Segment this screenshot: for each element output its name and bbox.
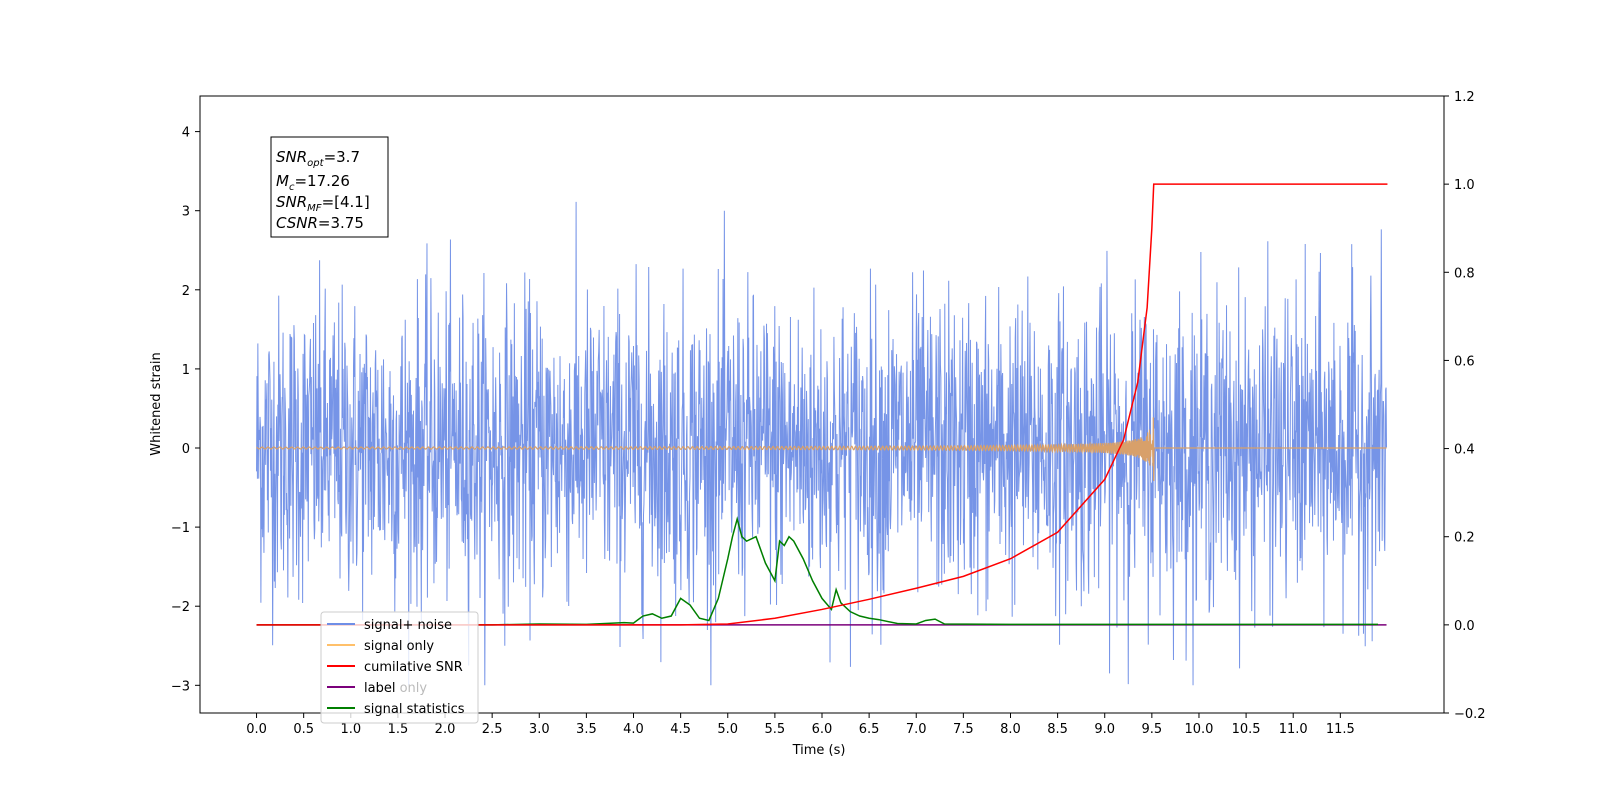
x-tick-label: 6.5 (859, 722, 880, 737)
y-tick-label: 3 (182, 205, 190, 220)
signal-statistics-line (256, 516, 1379, 626)
legend-label-label: label (364, 681, 395, 696)
x-tick-label: 10.5 (1232, 722, 1261, 737)
x-tick-label: 9.0 (1094, 722, 1115, 737)
y-axis-label: Whitened strain (149, 352, 164, 455)
x-tick-label: 0.0 (246, 722, 267, 737)
x-tick-label: 5.0 (717, 722, 738, 737)
y-tick-label: −2 (171, 600, 190, 615)
cumulative-snr-line (256, 183, 1388, 626)
y2-tick-label: 0.8 (1454, 266, 1475, 281)
x-tick-label: 7.0 (906, 722, 927, 737)
x-tick-label: 11.5 (1326, 722, 1355, 737)
y-tick-label: −3 (171, 679, 190, 694)
y2-tick-label: 1.0 (1454, 178, 1475, 193)
x-tick-label: 3.0 (529, 722, 550, 737)
signal-only-series (256, 417, 1387, 482)
annotation-snr-opt: SNRopt=3.7 (276, 148, 360, 169)
annotation-snr-mf: SNRMF=[4.1] (276, 193, 370, 214)
legend-label-signal-statistics: signal statistics (364, 702, 465, 717)
x-tick-label: 5.5 (765, 722, 786, 737)
y-tick-label: −1 (171, 521, 190, 536)
signal-statistics-series (256, 516, 1379, 626)
y2-axis-ticks: −0.2 0.0 0.2 0.4 0.6 0.8 1.0 1.2 (1444, 90, 1486, 722)
annotation-csnr: CSNR=3.75 (276, 214, 364, 232)
y2-tick-label: 1.2 (1454, 90, 1475, 105)
signal-noise-series (256, 201, 1388, 686)
legend-label-signal-noise: signal+ noise (364, 618, 452, 633)
x-tick-label: 1.0 (340, 722, 361, 737)
annotation-frame (270, 136, 389, 238)
annotation-mc: Mc=17.26 (276, 172, 350, 193)
y2-tick-label: −0.2 (1454, 707, 1486, 722)
x-tick-label: 6.0 (812, 722, 833, 737)
signal-only-line (256, 417, 1387, 482)
legend-frame (320, 611, 479, 724)
y2-tick-label: 0.4 (1454, 443, 1475, 458)
x-tick-label: 2.0 (435, 722, 456, 737)
x-axis-label: Time (s) (792, 743, 846, 758)
y-tick-label: 2 (182, 284, 190, 299)
y-tick-label: 4 (182, 126, 190, 141)
x-tick-label: 1.5 (388, 722, 409, 737)
y2-tick-label: 0.6 (1454, 354, 1475, 369)
x-tick-label: 2.5 (482, 722, 503, 737)
x-axis-ticks: 0.0 0.5 1.0 1.5 2.0 2.5 3.0 3.5 4.0 4.5 5.0 5.5 6.0 6… (246, 713, 1355, 737)
y-tick-label: 0 (182, 442, 190, 457)
x-tick-label: 8.0 (1000, 722, 1021, 737)
x-tick-label: 4.5 (670, 722, 691, 737)
x-tick-label: 7.5 (953, 722, 974, 737)
x-tick-label: 8.5 (1047, 722, 1068, 737)
y2-tick-label: 0.0 (1454, 619, 1475, 634)
annotation-box: SNRopt=3.7 Mc=17.26 SNRMF=[4.1] CSNR=3.7… (270, 136, 389, 238)
x-tick-label: 10.0 (1184, 722, 1213, 737)
legend-overlap-mask (362, 680, 400, 696)
cumulative-snr-series (256, 183, 1388, 626)
y-tick-label: 1 (182, 363, 190, 378)
y-axis-ticks: −3 −2 −1 0 1 2 3 4 (171, 126, 200, 694)
x-tick-label: 4.0 (623, 722, 644, 737)
legend-label-signal-only: signal only (364, 639, 434, 654)
x-tick-label: 0.5 (293, 722, 314, 737)
x-tick-label: 9.5 (1142, 722, 1163, 737)
y2-tick-label: 0.2 (1454, 531, 1475, 546)
legend-label-cumulative-snr: cumilative SNR (364, 660, 463, 675)
x-tick-label: 3.5 (576, 722, 597, 737)
legend: label only signal+ noise signal only cum… (320, 611, 479, 724)
x-tick-label: 11.0 (1279, 722, 1308, 737)
signal-noise-line (256, 201, 1388, 686)
